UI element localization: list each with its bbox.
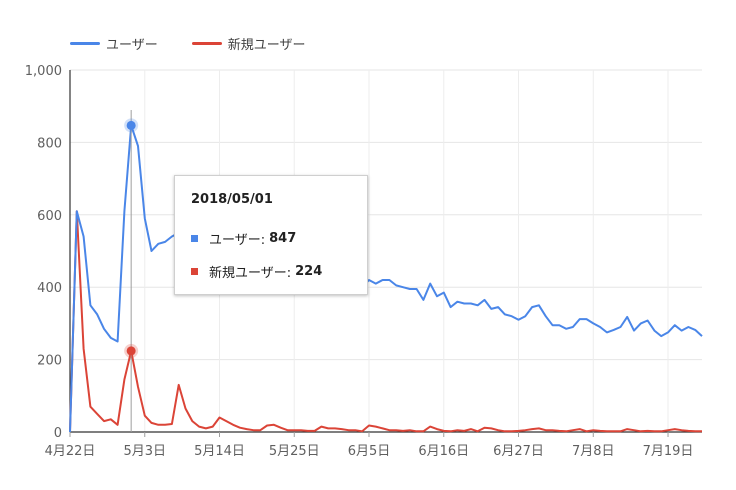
tooltip-value-new-users: 224	[295, 264, 323, 279]
y-tick-label: 0	[54, 426, 62, 441]
tooltip-label-new-users: 新規ユーザー:	[209, 266, 292, 281]
x-tick-label: 6月16日	[418, 444, 469, 459]
legend-label-new-users: 新規ユーザー	[227, 38, 306, 53]
x-tick-label: 7月8日	[572, 444, 615, 459]
x-tick-label: 5月3日	[123, 444, 166, 459]
legend-label-users: ユーザー	[106, 38, 158, 53]
x-tick-label: 6月27日	[493, 444, 544, 459]
series-lines	[69, 124, 703, 433]
tooltip-label-users: ユーザー:	[209, 233, 266, 248]
marker-new-users	[126, 346, 136, 356]
legend-item-users[interactable]: ユーザー	[70, 34, 158, 53]
hover-markers	[124, 110, 139, 432]
x-tick-label: 5月14日	[194, 444, 245, 459]
tooltip-swatch-users	[191, 235, 198, 242]
y-tick-label: 800	[37, 136, 62, 151]
gridlines	[69, 69, 702, 433]
y-tick-label: 600	[37, 209, 62, 224]
series-line-users	[69, 124, 703, 433]
series-line-new-users	[69, 210, 702, 433]
tooltip-value-users: 847	[269, 231, 297, 246]
y-axis-ticks: 0 200 400 600 800 1,000	[25, 64, 62, 441]
marker-users	[126, 120, 136, 130]
y-tick-label: 200	[37, 354, 62, 369]
legend: ユーザー 新規ユーザー	[70, 34, 340, 53]
tooltip: 2018/05/01 ユーザー: 847 新規ユーザー: 224	[174, 175, 368, 295]
tooltip-swatch-new-users	[191, 268, 198, 275]
x-tick-label: 5月25日	[269, 444, 320, 459]
x-axis-ticks: 4月22日 5月3日 5月14日 5月25日 6月5日 6月16日 6月27日 7月8日 7月1…	[45, 432, 694, 459]
y-tick-label: 1,000	[25, 64, 62, 79]
tooltip-row-users: ユーザー: 847	[191, 229, 296, 248]
x-tick-label: 4月22日	[45, 444, 96, 459]
legend-swatch-new-users	[191, 42, 222, 45]
y-tick-label: 400	[37, 281, 62, 296]
legend-item-new-users[interactable]: 新規ユーザー	[191, 34, 306, 53]
x-tick-label: 7月19日	[643, 444, 694, 459]
legend-swatch-users	[70, 42, 100, 45]
tooltip-date: 2018/05/01	[191, 192, 273, 207]
tooltip-row-new-users: 新規ユーザー: 224	[191, 262, 322, 281]
x-tick-label: 6月5日	[348, 444, 391, 459]
